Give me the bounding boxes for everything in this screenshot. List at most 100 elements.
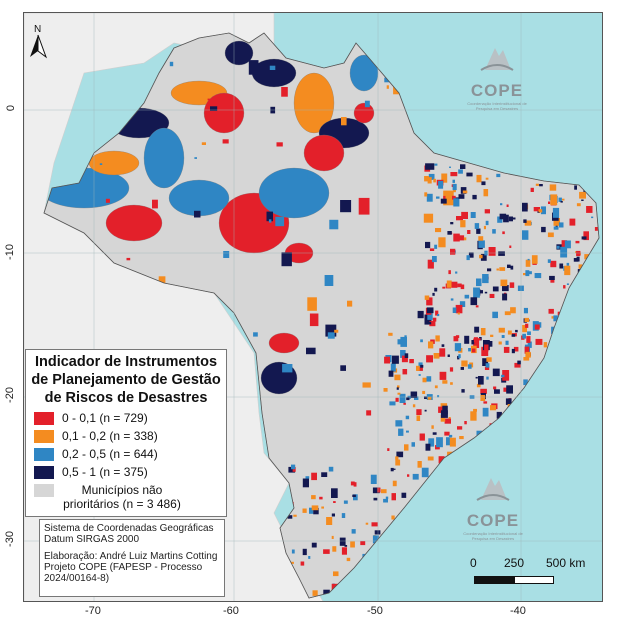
municipality-patch xyxy=(340,365,346,371)
municipality-patch xyxy=(351,529,356,534)
municipality-patch xyxy=(223,251,230,258)
municipality-patch xyxy=(427,396,432,400)
municipality-patch xyxy=(105,198,110,203)
municipality-patch xyxy=(564,240,571,249)
municipality-patch xyxy=(484,291,488,294)
municipality-patch xyxy=(440,415,446,422)
municipality-patch xyxy=(457,355,460,360)
x-tick: -50 xyxy=(367,605,383,617)
y-tick: -30 xyxy=(3,531,16,547)
municipality-patch xyxy=(194,157,197,159)
municipality-patch xyxy=(291,464,296,470)
municipality-patch xyxy=(248,60,259,75)
municipality-patch xyxy=(438,180,444,189)
municipality-patch xyxy=(443,190,454,206)
municipality-patch xyxy=(371,522,378,527)
municipality-patch xyxy=(99,163,103,165)
municipality-patch xyxy=(287,515,293,519)
municipality-patch xyxy=(302,548,307,556)
municipality-patch xyxy=(321,472,328,477)
municipality-patch xyxy=(416,415,421,421)
municipality-patch xyxy=(553,226,559,230)
municipality-patch xyxy=(479,254,483,259)
municipality-patch xyxy=(410,391,418,398)
north-label: N xyxy=(34,24,41,35)
municipality-patch xyxy=(586,206,593,213)
municipality-patch xyxy=(523,307,528,314)
municipality-patch xyxy=(442,380,448,384)
municipality-patch xyxy=(143,127,185,189)
municipality-patch xyxy=(437,314,440,317)
municipality-patch xyxy=(476,174,482,183)
municipality-patch xyxy=(474,223,480,229)
municipality-patch xyxy=(449,437,456,447)
legend-item: 0 - 0,1 (n = 729) xyxy=(34,411,226,429)
municipality-patch xyxy=(510,265,514,270)
municipality-patch xyxy=(389,401,396,406)
municipality-patch xyxy=(434,244,438,249)
municipality-patch xyxy=(429,320,436,327)
municipality-patch xyxy=(523,379,528,386)
municipality-patch xyxy=(560,201,563,203)
municipality-patch xyxy=(480,328,486,336)
municipality-patch xyxy=(499,213,507,220)
municipality-patch xyxy=(496,173,501,178)
legend-title: Indicador de Instrumentos de Planejament… xyxy=(31,354,221,406)
municipality-patch xyxy=(420,339,423,343)
municipality-patch xyxy=(409,359,414,364)
municipality-patch xyxy=(548,308,554,314)
municipality-patch xyxy=(447,231,452,235)
municipality-patch xyxy=(201,142,206,145)
municipality-patch xyxy=(458,169,463,174)
municipality-patch xyxy=(326,517,333,525)
municipality-patch xyxy=(550,260,557,268)
municipality-patch xyxy=(514,362,521,368)
municipality-patch xyxy=(436,437,443,448)
municipality-patch xyxy=(464,294,470,299)
municipality-patch xyxy=(504,311,511,316)
municipality-patch xyxy=(527,331,531,335)
municipality-patch xyxy=(578,264,583,269)
municipality-patch xyxy=(476,383,481,388)
municipality-patch xyxy=(535,338,543,345)
municipality-patch xyxy=(460,284,465,290)
municipality-patch xyxy=(562,198,565,201)
credits-box: Sistema de Coordenadas Geográficas Datum… xyxy=(39,519,225,597)
municipality-patch xyxy=(455,271,458,274)
municipality-patch xyxy=(323,549,330,554)
municipality-patch xyxy=(490,334,494,337)
municipality-patch xyxy=(459,301,466,307)
municipality-patch xyxy=(313,507,319,515)
municipality-patch xyxy=(584,254,591,260)
municipality-patch xyxy=(394,374,401,381)
legend-item: Municípios não prioritários (n = 3 486) xyxy=(34,483,226,515)
municipality-patch xyxy=(484,209,490,214)
municipality-patch xyxy=(485,363,490,368)
municipality-patch xyxy=(311,542,317,548)
municipality-patch xyxy=(372,535,379,544)
municipality-patch xyxy=(404,353,409,358)
municipality-patch xyxy=(391,515,395,520)
municipality-patch xyxy=(419,433,425,441)
municipality-patch xyxy=(487,268,492,272)
municipality-patch xyxy=(258,167,330,219)
municipality-patch xyxy=(364,100,370,108)
municipality-patch xyxy=(385,496,389,499)
municipality-patch xyxy=(386,85,389,89)
legend-swatch xyxy=(34,448,54,461)
municipality-patch xyxy=(426,355,433,363)
municipality-patch xyxy=(407,395,411,399)
municipality-patch xyxy=(541,226,546,233)
north-arrow-icon xyxy=(30,34,48,59)
municipality-patch xyxy=(471,340,475,345)
municipality-patch xyxy=(506,204,509,207)
municipality-patch xyxy=(329,219,339,230)
legend: Indicador de Instrumentos de Planejament… xyxy=(25,349,227,517)
municipality-patch xyxy=(276,142,283,147)
municipality-patch xyxy=(210,106,218,111)
municipality-patch xyxy=(302,508,307,513)
scale-bar: 0 250 500 km xyxy=(470,556,599,586)
municipality-patch xyxy=(482,407,489,417)
municipality-patch xyxy=(478,236,484,241)
municipality-patch xyxy=(427,456,434,461)
